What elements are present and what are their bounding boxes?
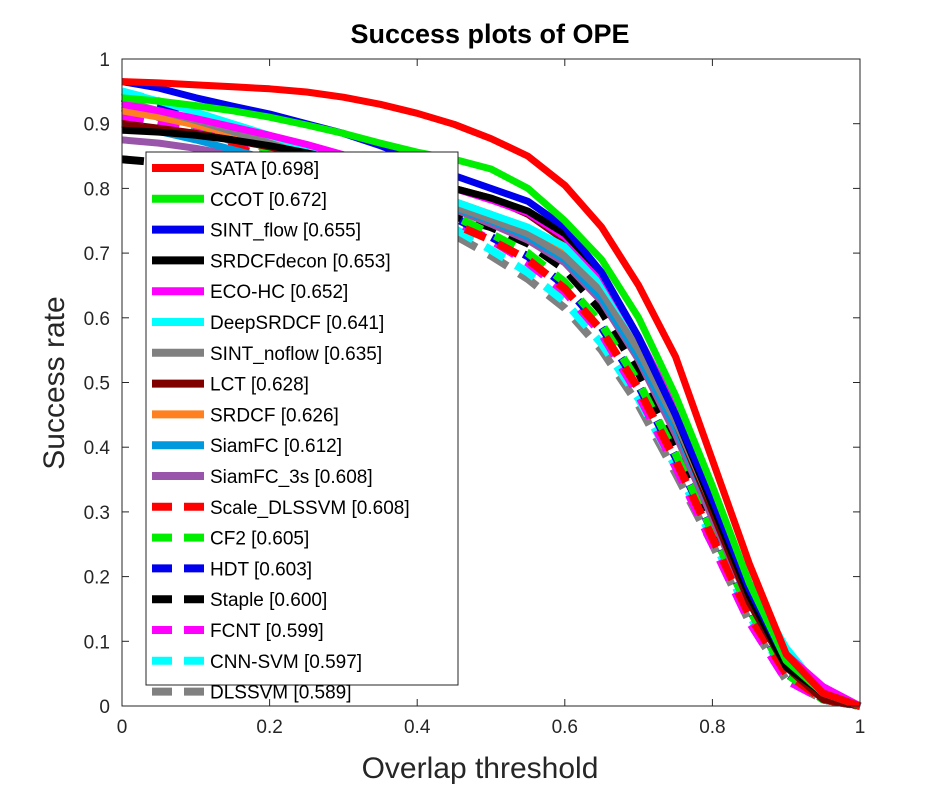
- legend-label-11: Scale_DLSSVM [0.608]: [210, 498, 410, 519]
- y-tick-label: 0.4: [84, 438, 111, 459]
- legend-label-17: DLSSVM [0.589]: [210, 683, 352, 704]
- legend-label-1: CCOT [0.672]: [210, 190, 327, 211]
- legend-label-12: CF2 [0.605]: [210, 529, 309, 550]
- x-axis-label: Overlap threshold: [362, 752, 599, 785]
- legend-label-16: CNN-SVM [0.597]: [210, 652, 362, 673]
- legend-label-4: ECO-HC [0.652]: [210, 282, 348, 303]
- series-line-0: [121, 78, 862, 710]
- x-tick-label: 0.6: [552, 717, 578, 738]
- legend-label-7: LCT [0.628]: [210, 375, 309, 396]
- legend-label-3: SRDCFdecon [0.653]: [210, 251, 391, 272]
- legend-label-2: SINT_flow [0.655]: [210, 221, 361, 242]
- legend-label-0: SATA [0.698]: [210, 159, 319, 180]
- legend: SATA [0.698] CCOT [0.672] SINT_flow [0.655…: [145, 151, 459, 704]
- y-tick-label: 0.9: [84, 115, 110, 136]
- legend-label-9: SiamFC [0.612]: [210, 436, 342, 457]
- y-tick-label: 0.6: [84, 309, 110, 330]
- series-line-1: [121, 94, 862, 710]
- x-tick-label: 1: [855, 717, 866, 738]
- y-tick-label: 0.5: [84, 374, 110, 395]
- legend-label-13: HDT [0.603]: [210, 559, 312, 580]
- chart-title: Success plots of OPE: [350, 19, 629, 49]
- legend-label-6: SINT_noflow [0.635]: [210, 344, 382, 365]
- legend-label-5: DeepSRDCF [0.641]: [210, 313, 384, 334]
- y-tick-label: 0.3: [84, 503, 110, 524]
- x-tick-label: 0.2: [256, 717, 282, 738]
- axis-ticks: 0 0.2 0.4 0.6 0.8 1 0 0.1 0.2 0.3 0.4 0.5 0.6 0.7 0.8 0…: [84, 50, 866, 738]
- y-tick-label: 0.7: [84, 244, 110, 265]
- y-axis-label: Success rate: [38, 296, 71, 469]
- legend-label-8: SRDCF [0.626]: [210, 405, 339, 426]
- x-tick-label: 0.4: [404, 717, 431, 738]
- y-tick-label: 1: [99, 50, 110, 71]
- y-tick-label: 0.8: [84, 179, 110, 200]
- legend-label-14: Staple [0.600]: [210, 590, 327, 611]
- y-tick-label: 0.2: [84, 568, 110, 589]
- x-tick-label: 0.8: [699, 717, 725, 738]
- y-tick-label: 0.1: [84, 632, 110, 653]
- x-tick-label: 0: [117, 717, 128, 738]
- legend-label-10: SiamFC_3s [0.608]: [210, 467, 373, 488]
- legend-label-15: FCNT [0.599]: [210, 621, 324, 642]
- y-tick-label: 0: [99, 697, 110, 718]
